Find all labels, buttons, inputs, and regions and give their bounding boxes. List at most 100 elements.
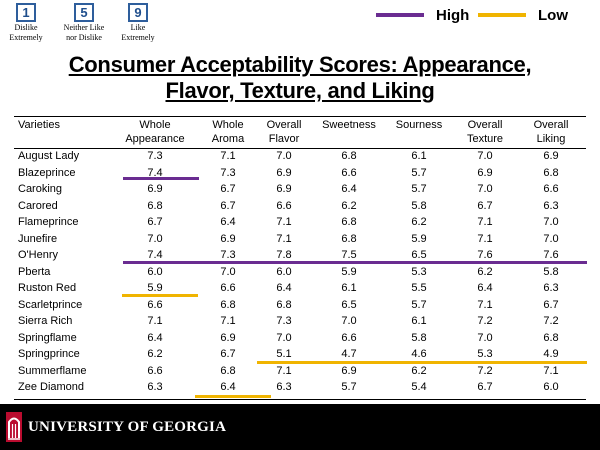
table-header-rule xyxy=(14,148,586,149)
score-cell: 7.3 xyxy=(220,166,236,179)
score-cell: 6.3 xyxy=(543,199,559,212)
score-cell: 5.8 xyxy=(411,199,427,212)
score-cell: 5.5 xyxy=(411,282,427,295)
score-cell: 7.3 xyxy=(220,249,236,262)
variety-name: O'Henry xyxy=(18,249,58,262)
table-bottom-rule xyxy=(14,399,586,400)
score-cell: 7.1 xyxy=(147,315,163,328)
score-cell: 6.2 xyxy=(477,265,493,278)
column-header: Whole Appearance xyxy=(108,117,202,148)
score-cell: 7.0 xyxy=(276,331,292,344)
slide-title: Consumer Acceptability Scores: Appearanc… xyxy=(0,52,600,104)
score-cell: 7.0 xyxy=(477,150,493,163)
score-cell: 5.9 xyxy=(147,282,163,295)
score-cell: 7.0 xyxy=(477,331,493,344)
score-cell: 7.8 xyxy=(276,249,292,262)
table-row: Flameprince 6.7 6.4 7.1 6.8 6.2 7.1 7.0 xyxy=(14,214,586,231)
score-cell: 6.2 xyxy=(411,216,427,229)
table-row: Carored 6.8 6.7 6.6 6.2 5.8 6.7 6.3 xyxy=(14,198,586,215)
score-cell: 6.5 xyxy=(411,249,427,262)
score-cell: 6.1 xyxy=(411,150,427,163)
score-cell: 6.8 xyxy=(543,166,559,179)
variety-name: Caroking xyxy=(18,183,63,196)
score-cell: 7.0 xyxy=(543,232,559,245)
scale-caption-line: nor Dislike xyxy=(66,33,102,42)
score-cell: 6.5 xyxy=(341,298,357,311)
score-cell: 5.7 xyxy=(411,183,427,196)
column-header-line: Aroma xyxy=(211,133,245,145)
score-cell: 7.1 xyxy=(276,216,292,229)
variety-name: Scarletprince xyxy=(18,298,83,311)
score-cell: 6.2 xyxy=(147,348,163,361)
variety-name: August Lady xyxy=(18,150,80,163)
score-cell: 6.6 xyxy=(147,298,163,311)
score-cell: 6.3 xyxy=(276,381,292,394)
table-row: Blazeprince 7.4 7.3 6.9 6.6 5.7 6.9 6.8 xyxy=(14,165,586,182)
score-cell: 5.7 xyxy=(411,166,427,179)
column-header-line: Whole xyxy=(139,119,171,131)
score-cell: 6.0 xyxy=(543,381,559,394)
score-cell: 7.1 xyxy=(477,216,493,229)
legend-high: High xyxy=(376,6,470,24)
score-cell: 7.4 xyxy=(147,166,163,179)
score-cell: 6.7 xyxy=(543,298,559,311)
score-cell: 6.9 xyxy=(276,183,292,196)
slide-title-line-2: Flavor, Texture, and Liking xyxy=(165,78,435,103)
variety-name: Summerflame xyxy=(18,364,87,377)
score-cell: 6.8 xyxy=(220,298,236,311)
variety-name: Flameprince xyxy=(18,216,79,229)
variety-name: Pberta xyxy=(18,265,51,278)
score-cell: 6.6 xyxy=(543,183,559,196)
column-header: Varieties xyxy=(14,117,108,148)
score-cell: 7.1 xyxy=(477,298,493,311)
score-cell: 6.6 xyxy=(341,166,357,179)
column-header-line: Overall xyxy=(533,119,569,131)
scale-caption-line: Extremely xyxy=(9,33,43,42)
score-cell: 6.6 xyxy=(341,331,357,344)
scale-dislike-extremely: 1 Dislike Extremely xyxy=(2,3,50,42)
scale-neither-like-nor-dislike: 5 Neither Like nor Dislike xyxy=(56,3,112,42)
score-cell: 7.6 xyxy=(477,249,493,262)
table-row: August Lady 7.3 7.1 7.0 6.8 6.1 7.0 6.9 xyxy=(14,148,586,165)
scale-like-extremely: 9 Like Extremely xyxy=(116,3,160,42)
score-cell: 6.0 xyxy=(147,265,163,278)
low-mark-springprince-row xyxy=(257,361,587,364)
scores-table-body: August Lady 7.3 7.1 7.0 6.8 6.1 7.0 6.9 Blazepri… xyxy=(14,148,586,396)
score-cell: 6.8 xyxy=(341,150,357,163)
score-cell: 6.9 xyxy=(477,166,493,179)
column-header-line: Whole xyxy=(212,119,244,131)
score-cell: 4.9 xyxy=(543,348,559,361)
column-header: Overall Liking xyxy=(516,117,586,148)
score-cell: 6.6 xyxy=(220,282,236,295)
score-cell: 7.2 xyxy=(477,315,493,328)
legend-low-swatch xyxy=(478,13,526,17)
score-cell: 6.9 xyxy=(276,166,292,179)
score-cell: 7.3 xyxy=(147,150,163,163)
score-cell: 7.5 xyxy=(341,249,357,262)
score-cell: 7.0 xyxy=(220,265,236,278)
column-header-line: Overall xyxy=(467,119,503,131)
score-cell: 6.7 xyxy=(477,381,493,394)
score-cell: 6.4 xyxy=(220,216,236,229)
column-header-line: Sourness xyxy=(395,119,443,131)
scale-value-5: 5 xyxy=(74,3,94,22)
score-cell: 7.2 xyxy=(477,364,493,377)
legend-high-label: High xyxy=(436,6,470,24)
variety-name: Junefire xyxy=(18,232,58,245)
footer-bar: UNIVERSITY OF GEORGIA xyxy=(0,404,600,450)
score-cell: 5.3 xyxy=(411,265,427,278)
score-cell: 6.6 xyxy=(147,364,163,377)
table-row: Scarletprince 6.6 6.8 6.8 6.5 5.7 7.1 6.7 xyxy=(14,297,586,314)
score-cell: 6.1 xyxy=(411,315,427,328)
score-cell: 5.7 xyxy=(411,298,427,311)
score-cell: 6.2 xyxy=(341,199,357,212)
score-cell: 7.6 xyxy=(543,249,559,262)
score-cell: 6.7 xyxy=(477,199,493,212)
score-cell: 6.4 xyxy=(341,183,357,196)
score-cell: 6.6 xyxy=(276,199,292,212)
legend-low: Low xyxy=(478,7,568,24)
table-row: Sierra Rich 7.1 7.1 7.3 7.0 6.1 7.2 7.2 xyxy=(14,313,586,330)
score-cell: 5.1 xyxy=(276,348,292,361)
score-cell: 6.4 xyxy=(477,282,493,295)
score-cell: 5.7 xyxy=(341,381,357,394)
